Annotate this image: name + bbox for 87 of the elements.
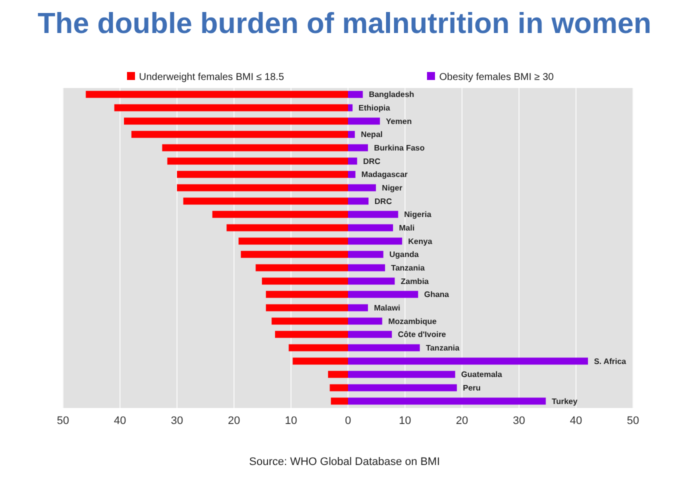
bar [262, 278, 348, 285]
bar [348, 144, 368, 152]
bar [348, 278, 395, 285]
legend-label: Underweight females BMI ≤ 18.5 [138, 72, 285, 83]
y-tick-label: Bangladesh [368, 90, 414, 100]
y-tick-label: Mozambique [388, 316, 438, 326]
bar [348, 398, 546, 405]
x-tick-label: 50 [626, 414, 640, 427]
y-tick-label: Tanzania [391, 264, 426, 273]
bar [348, 250, 384, 258]
bar [348, 344, 420, 352]
bar [226, 224, 348, 232]
bar [348, 224, 394, 232]
bar [348, 238, 402, 245]
y-tick-label: Niger [382, 184, 402, 193]
y-tick-label: Tanzania [426, 344, 460, 353]
bar [348, 290, 418, 298]
bar [348, 358, 588, 365]
bar [266, 304, 348, 312]
bar [124, 118, 348, 125]
bar [348, 130, 355, 138]
y-tick-label: Mali [399, 224, 415, 233]
x-tick-label: 30 [170, 414, 184, 427]
y-tick-label: Guatemala [461, 370, 503, 380]
bar [348, 198, 369, 205]
bar [348, 184, 376, 192]
bar [348, 330, 392, 338]
source-note: Source: WHO Global Database on BMI [248, 456, 441, 468]
chart-title: The double burden of malnutrition in women [36, 8, 652, 41]
bar [167, 158, 348, 165]
y-tick-label: Uganda [389, 250, 420, 260]
y-tick-label: Zambia [400, 276, 430, 286]
y-tick-label: Malawi [374, 304, 400, 313]
bar [114, 104, 348, 112]
x-tick-label: 50 [56, 414, 70, 427]
bar [348, 210, 398, 218]
bar [131, 130, 348, 138]
x-tick-label: 20 [456, 414, 468, 427]
bar [238, 238, 348, 245]
bar [183, 198, 348, 205]
bar [256, 264, 348, 272]
y-tick-label: Côte d'Ivoire [398, 330, 447, 340]
y-tick-label: Ghana [424, 290, 450, 300]
y-tick-label: DRC [374, 196, 392, 206]
bar [177, 184, 348, 192]
bar [348, 118, 380, 125]
y-tick-label: Peru [462, 384, 481, 393]
x-tick-label: 10 [398, 414, 412, 427]
y-tick-label: Kenya [408, 236, 433, 246]
bar [328, 370, 348, 378]
bar [212, 210, 348, 218]
bar [272, 318, 348, 325]
y-tick-label: Burkina Faso [374, 144, 425, 153]
x-tick-label: 30 [512, 414, 526, 427]
y-tick-label: Madagascar [361, 170, 408, 180]
bar [177, 170, 348, 178]
x-tick-label: 40 [114, 414, 126, 427]
y-tick-label: DRC [363, 156, 381, 166]
bar [240, 250, 348, 258]
bar [288, 344, 348, 352]
bar [348, 370, 456, 378]
bar [330, 384, 348, 392]
bar [292, 358, 348, 365]
bar [348, 318, 382, 325]
bar [348, 90, 363, 98]
bar [275, 330, 348, 338]
y-tick-label: Turkey [552, 396, 578, 406]
bar [162, 144, 348, 152]
bar [348, 384, 457, 392]
x-tick-label: 20 [228, 414, 240, 427]
y-tick-label: Ethiopia [358, 104, 391, 113]
y-tick-label: Nepal [360, 130, 383, 140]
x-tick-label: 0 [344, 414, 352, 427]
x-tick-label: 40 [570, 414, 582, 427]
bar [330, 398, 348, 405]
y-tick-label: S. Africa [594, 356, 627, 366]
bar [348, 304, 368, 312]
bar [348, 264, 386, 272]
y-tick-label: Yemen [386, 116, 412, 126]
x-tick-label: 10 [284, 414, 298, 427]
legend-label: Obesity females BMI ≥ 30 [438, 72, 555, 83]
bar [266, 290, 348, 298]
bar [348, 104, 353, 112]
bar [348, 170, 356, 178]
bar [348, 158, 358, 165]
bar [86, 90, 348, 98]
y-tick-label: Nigeria [404, 210, 432, 220]
